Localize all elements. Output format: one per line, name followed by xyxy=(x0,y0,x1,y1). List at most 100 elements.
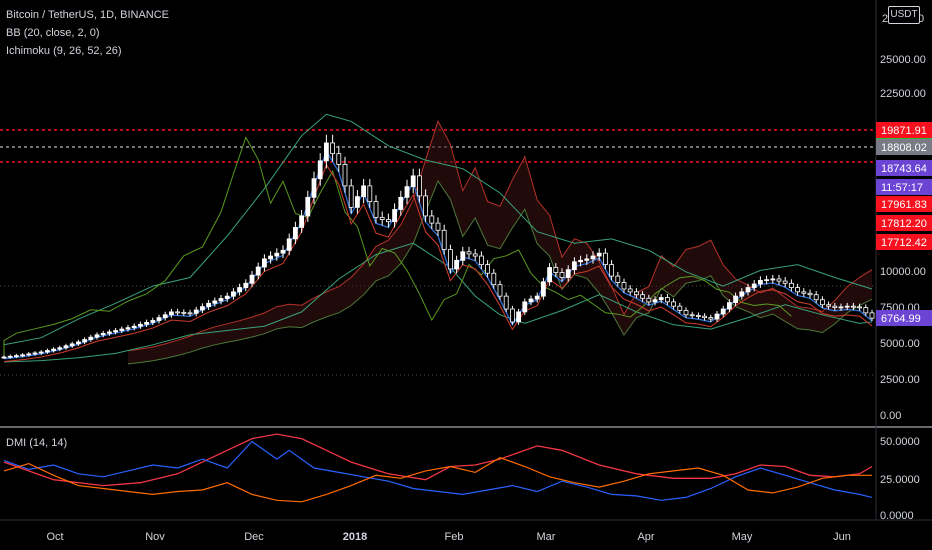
price-tag-bg xyxy=(876,122,932,138)
candle-body xyxy=(100,332,106,336)
candle-body xyxy=(107,331,112,334)
price-tag-text: 18808.02 xyxy=(881,142,927,154)
dmi-axis-label: 25.0000 xyxy=(880,474,920,486)
price-tag: 19871.91 xyxy=(876,122,932,138)
candle-body xyxy=(330,142,336,155)
candle-body xyxy=(658,297,664,301)
candle-body xyxy=(776,278,782,282)
candle-body xyxy=(32,352,38,355)
candle-body xyxy=(243,282,249,288)
time-axis-label: Nov xyxy=(145,531,165,543)
candle-body xyxy=(45,350,50,353)
candle-body xyxy=(720,308,726,315)
ichimoku-indicator-label[interactable]: Ichimoku (9, 26, 52, 26) xyxy=(6,45,122,57)
candle-body xyxy=(7,355,13,358)
price-tag-text: 18743.64 xyxy=(881,163,927,175)
candle-body xyxy=(857,306,862,309)
candle-body xyxy=(125,327,131,330)
candle-body xyxy=(832,305,838,308)
candle-body xyxy=(398,196,404,210)
candle-body xyxy=(683,310,689,316)
candle-body xyxy=(162,314,168,319)
candle-body xyxy=(764,279,769,282)
candle-body xyxy=(249,274,255,284)
candle-body xyxy=(696,315,701,317)
time-axis-label: Apr xyxy=(637,531,654,543)
time-axis-label: 2018 xyxy=(343,531,367,543)
candle-body xyxy=(485,264,491,274)
candle-body xyxy=(187,312,193,315)
price-axis-label: 2 xyxy=(882,13,888,25)
time-axis-label: Mar xyxy=(537,531,556,543)
candle-body xyxy=(280,249,286,254)
candle-body xyxy=(168,311,174,316)
candle-body xyxy=(373,201,379,218)
candle-body xyxy=(646,297,652,303)
candle-body xyxy=(57,347,63,350)
candle-body xyxy=(144,321,150,325)
candle-body xyxy=(131,325,137,329)
price-tag: 17961.83 xyxy=(876,196,932,212)
candle-body xyxy=(255,266,261,276)
candle-body xyxy=(423,195,429,217)
candle-body xyxy=(795,287,800,293)
candle-body xyxy=(751,283,757,288)
candle-body xyxy=(51,348,56,351)
price-axis-label: 25000.00 xyxy=(880,54,926,66)
candle-body xyxy=(553,267,559,273)
candle-body xyxy=(466,251,472,255)
price-tag-text: 6764.99 xyxy=(881,313,921,325)
candle-body xyxy=(385,219,391,223)
candle-body xyxy=(826,304,831,307)
candle-body xyxy=(367,185,373,203)
candle-body xyxy=(82,339,87,343)
candle-body xyxy=(634,291,639,296)
candle-body xyxy=(621,282,627,290)
price-tag-bg xyxy=(876,139,932,155)
candle-body xyxy=(603,252,608,266)
candle-body xyxy=(261,258,267,268)
price-tag-bg xyxy=(876,310,932,326)
symbol-title[interactable]: Bitcoin / TetherUS, 1D, BINANCE xyxy=(6,9,170,21)
candle-body xyxy=(770,278,776,281)
candle-body xyxy=(522,301,528,313)
candle-body xyxy=(150,320,156,323)
price-tag: 18808.02 xyxy=(876,139,932,155)
candle-body xyxy=(224,295,230,299)
price-axis-label: 0.00 xyxy=(880,410,901,422)
candle-body xyxy=(137,323,143,327)
candle-body xyxy=(342,163,348,187)
currency-button[interactable]: USDT xyxy=(888,6,920,24)
candle-body xyxy=(640,294,645,299)
candle-body xyxy=(534,295,540,300)
candle-body xyxy=(311,178,317,198)
bb-indicator-label[interactable]: BB (20, close, 2, 0) xyxy=(6,27,100,39)
candle-body xyxy=(354,196,360,208)
candle-body xyxy=(789,282,794,288)
dmi-axis-label: 0.0000 xyxy=(880,510,914,522)
candle-body xyxy=(193,309,199,314)
candle-body xyxy=(13,355,19,357)
candle-body xyxy=(212,300,218,304)
bb-lower-line xyxy=(3,242,873,363)
candle-body xyxy=(851,305,856,308)
candle-body xyxy=(286,238,292,251)
price-axis-label: 0 xyxy=(918,13,924,25)
candle-body xyxy=(652,299,658,303)
dmi-adx-line xyxy=(3,433,873,487)
candle-body xyxy=(714,313,720,320)
ichimoku-cloud xyxy=(128,121,872,364)
candle-body xyxy=(94,334,100,338)
candle-body xyxy=(689,314,695,317)
time-axis-label: Oct xyxy=(46,531,63,543)
candle-body xyxy=(379,216,385,220)
candle-body xyxy=(727,302,732,310)
candle-body xyxy=(627,288,633,293)
dmi-indicator-label[interactable]: DMI (14, 14) xyxy=(6,437,68,449)
candle-body xyxy=(820,299,825,306)
dmi-axis-label: 50.0000 xyxy=(880,436,920,448)
candle-body xyxy=(559,272,565,278)
candle-body xyxy=(113,330,118,333)
candle-body xyxy=(869,312,875,319)
